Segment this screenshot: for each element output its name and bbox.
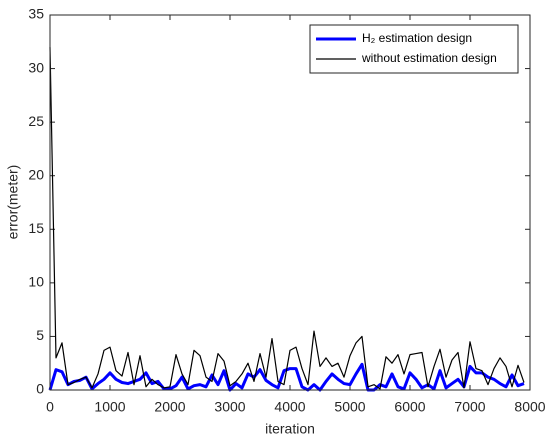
x-tick-label: 4000: [274, 399, 305, 415]
y-tick-label: 30: [28, 59, 44, 75]
x-tick-label: 3000: [214, 399, 245, 415]
y-tick-label: 5: [36, 327, 44, 343]
y-tick-label: 15: [28, 220, 44, 236]
legend-label: H₂ estimation design: [362, 31, 472, 45]
y-axis-label: error(meter): [5, 165, 21, 240]
y-tick-label: 0: [36, 381, 44, 397]
x-axis-label: iteration: [265, 421, 315, 437]
y-tick-label: 35: [28, 6, 44, 22]
x-tick-label: 1000: [94, 399, 125, 415]
plot-frame: [49, 14, 531, 391]
legend-label: without estimation design: [361, 51, 497, 65]
y-tick-label: 20: [28, 166, 44, 182]
x-tick-label: 2000: [154, 399, 185, 415]
x-tick-label: 0: [46, 399, 54, 415]
x-tick-label: 6000: [394, 399, 425, 415]
series-line: [49, 47, 525, 390]
y-tick-label: 25: [28, 113, 44, 129]
x-tick-label: 7000: [454, 399, 485, 415]
x-tick-label: 8000: [514, 399, 545, 415]
x-tick-label: 5000: [334, 399, 365, 415]
y-tick-label: 10: [28, 274, 44, 290]
legend-box: [309, 24, 519, 74]
